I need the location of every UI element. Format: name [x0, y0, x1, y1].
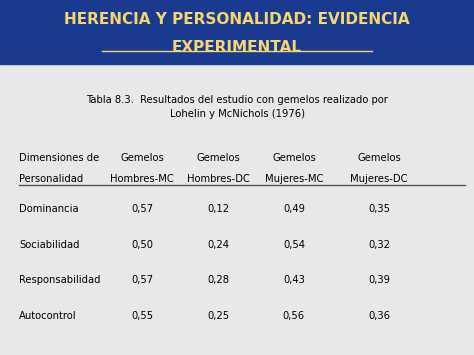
Text: Tabla 8.3.  Resultados del estudio con gemelos realizado por
Lohelin y McNichols: Tabla 8.3. Resultados del estudio con ge… [86, 94, 388, 119]
Text: Hombres-MC: Hombres-MC [110, 174, 174, 184]
Text: Mujeres-DC: Mujeres-DC [350, 174, 408, 184]
Text: Gemelos: Gemelos [196, 153, 240, 163]
Text: Hombres-DC: Hombres-DC [187, 174, 249, 184]
Text: Mujeres-MC: Mujeres-MC [264, 174, 323, 184]
Text: HERENCIA Y PERSONALIDAD: EVIDENCIA: HERENCIA Y PERSONALIDAD: EVIDENCIA [64, 12, 410, 27]
Text: 0,32: 0,32 [368, 240, 390, 250]
Text: 0,35: 0,35 [368, 204, 390, 214]
Text: 0,25: 0,25 [207, 311, 229, 321]
Text: Gemelos: Gemelos [120, 153, 164, 163]
Text: 0,50: 0,50 [131, 240, 153, 250]
Text: 0,39: 0,39 [368, 275, 390, 285]
Text: 0,57: 0,57 [131, 204, 153, 214]
Text: 0,28: 0,28 [207, 275, 229, 285]
Text: 0,24: 0,24 [207, 240, 229, 250]
Text: 0,43: 0,43 [283, 275, 305, 285]
Text: Gemelos: Gemelos [272, 153, 316, 163]
Text: 0,12: 0,12 [207, 204, 229, 214]
FancyBboxPatch shape [0, 0, 474, 64]
Text: 0,56: 0,56 [283, 311, 305, 321]
Text: 0,57: 0,57 [131, 275, 153, 285]
Text: Responsabilidad: Responsabilidad [19, 275, 100, 285]
Text: Personalidad: Personalidad [19, 174, 83, 184]
Text: 0,49: 0,49 [283, 204, 305, 214]
Text: Dominancia: Dominancia [19, 204, 79, 214]
Text: Autocontrol: Autocontrol [19, 311, 77, 321]
Text: Gemelos: Gemelos [357, 153, 401, 163]
Text: Dimensiones de: Dimensiones de [19, 153, 99, 163]
Text: Sociabilidad: Sociabilidad [19, 240, 80, 250]
Text: 0,54: 0,54 [283, 240, 305, 250]
Text: 0,55: 0,55 [131, 311, 153, 321]
Text: EXPERIMENTAL: EXPERIMENTAL [172, 40, 302, 55]
Text: 0,36: 0,36 [368, 311, 390, 321]
